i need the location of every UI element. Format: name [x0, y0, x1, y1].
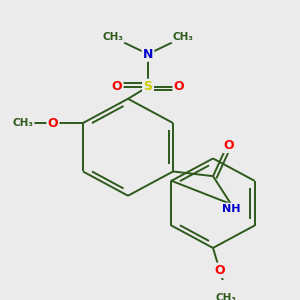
Text: N: N — [143, 48, 153, 61]
Text: O: O — [174, 80, 184, 93]
Text: O: O — [112, 80, 122, 93]
Text: O: O — [224, 139, 234, 152]
Text: NH: NH — [222, 204, 240, 214]
Text: CH₃: CH₃ — [172, 32, 194, 42]
Text: S: S — [143, 80, 152, 93]
Text: O: O — [215, 264, 225, 277]
Text: CH₃: CH₃ — [215, 293, 236, 300]
Text: O: O — [48, 116, 58, 130]
Text: CH₃: CH₃ — [103, 32, 124, 42]
Text: CH₃: CH₃ — [13, 118, 34, 128]
